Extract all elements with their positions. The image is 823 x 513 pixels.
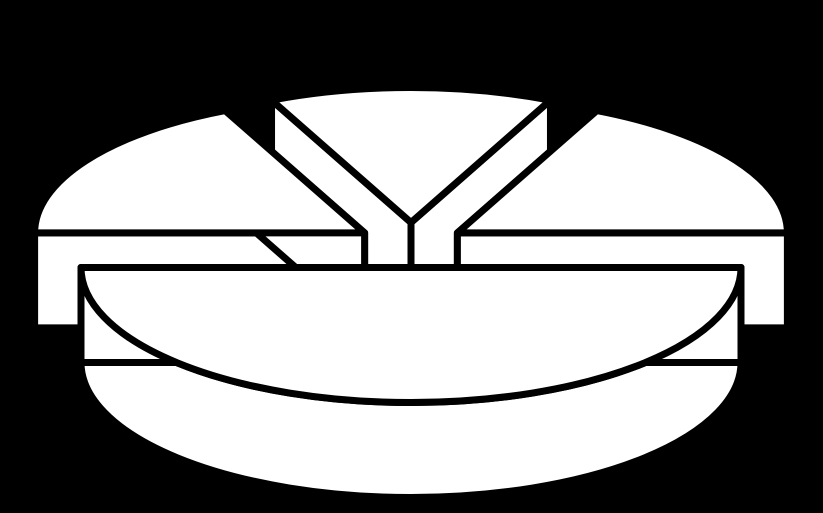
exploded-3d-pie-chart bbox=[0, 0, 823, 513]
pie-slice-segment-a bbox=[81, 268, 741, 498]
